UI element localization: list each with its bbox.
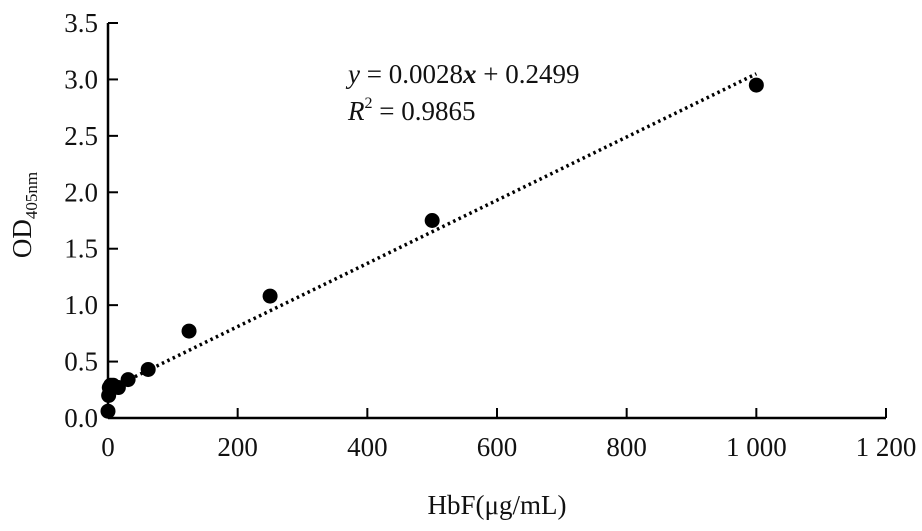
equation-y-var: y (345, 59, 360, 89)
data-point (262, 288, 278, 304)
data-point (140, 361, 156, 377)
y-axis-label-main: OD (7, 219, 37, 258)
x-tick-label: 400 (347, 432, 388, 462)
r-squared-var: R (347, 96, 365, 126)
data-point (181, 323, 197, 339)
y-axis-label: OD405nm (7, 172, 41, 258)
x-tick-label: 800 (606, 432, 647, 462)
r-squared-value: = 0.9865 (373, 96, 476, 126)
data-points (100, 77, 764, 419)
y-tick-label: 0.5 (64, 347, 98, 377)
x-tick-label: 200 (217, 432, 258, 462)
y-tick-label: 3.0 (64, 64, 98, 94)
equation-x-var: x (462, 59, 477, 89)
y-axis-label-subscript: 405nm (22, 172, 41, 219)
data-point (748, 77, 764, 93)
data-point (100, 403, 116, 419)
y-tick-label: 1.5 (64, 234, 98, 264)
data-point (424, 213, 440, 228)
r-squared-superscript: 2 (365, 95, 373, 112)
x-tick-label: 600 (477, 432, 518, 462)
y-tick-label: 3.5 (64, 8, 98, 38)
axes: 0.0 0.5 1.0 1.5 2.0 2.5 3.0 3.5 0 200 400 600 800 1 0… (64, 8, 916, 462)
equation-intercept: + 0.2499 (476, 59, 579, 89)
x-tick-label: 1 000 (726, 432, 787, 462)
equation-slope: = 0.0028 (360, 59, 463, 89)
x-tick-label: 0 (101, 432, 115, 462)
y-tick-label: 2.0 (64, 177, 98, 207)
x-tick-label: 1 200 (856, 432, 917, 462)
r-squared-text: R2 = 0.9865 (347, 95, 475, 126)
equation-text: y = 0.0028x + 0.2499 (345, 59, 579, 89)
trendline (107, 72, 758, 392)
data-point (120, 372, 136, 388)
trendline-equation: y = 0.0028x + 0.2499 R2 = 0.9865 (345, 59, 579, 126)
y-tick-label: 1.0 (64, 290, 98, 320)
y-tick-label: 2.5 (64, 121, 98, 151)
trendline-layer (107, 72, 758, 392)
x-axis-label: HbF(μg/mL) (428, 490, 567, 520)
y-tick-label: 0.0 (64, 403, 98, 433)
